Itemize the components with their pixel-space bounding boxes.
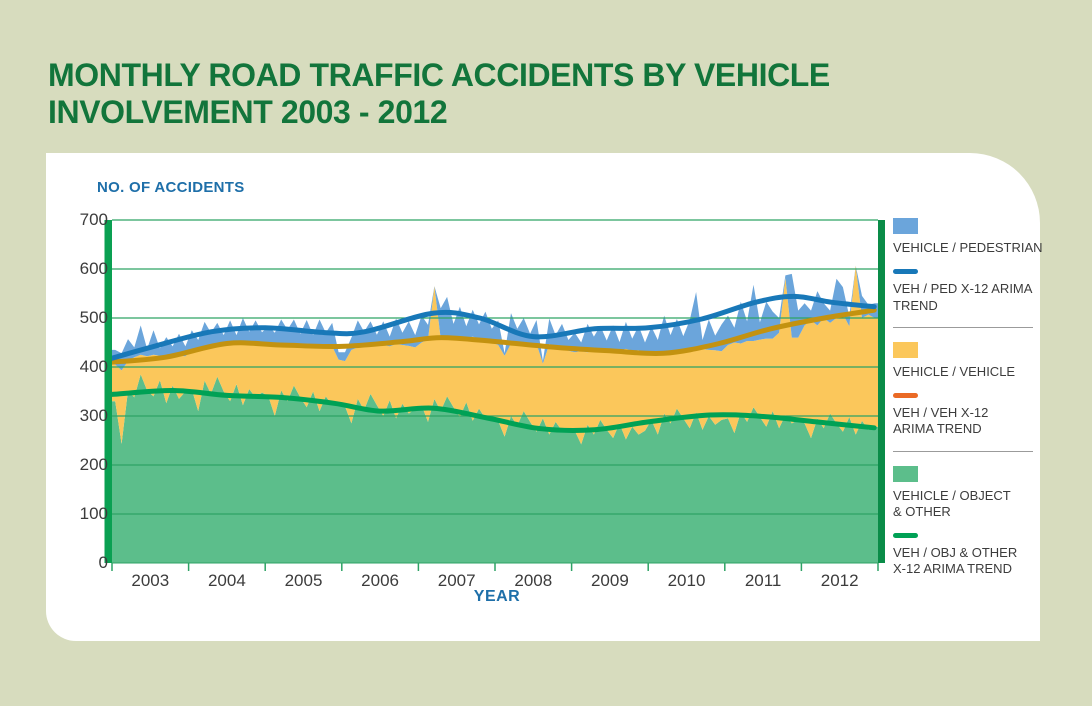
- x-tick-label: 2005: [284, 571, 323, 590]
- legend-swatch-vehicle-vehicle: [893, 341, 918, 358]
- legend-label-vehicle-vehicle: VEHICLE / VEHICLE: [893, 363, 1016, 379]
- y-tick-label: 200: [79, 455, 108, 474]
- x-tick-label: 2010: [667, 571, 706, 590]
- x-axis-title: YEAR: [473, 588, 521, 605]
- x-tick-label: 2004: [207, 571, 246, 590]
- x-tick-label: 2009: [590, 571, 629, 590]
- chart-title: MONTHLY ROAD TRAFFIC ACCIDENTS BY VEHICL…: [48, 57, 948, 131]
- legend-separator: [893, 326, 1033, 328]
- legend-label-veh-ped-trend: VEH / PED X-12 ARIMA TREND: [893, 281, 1033, 313]
- x-tick-label: 2003: [131, 571, 170, 590]
- y-tick-label: 300: [79, 406, 108, 425]
- x-tick-label: 2012: [820, 571, 859, 590]
- y-tick-label: 500: [79, 308, 108, 327]
- legend-swatch-veh-veh-trend: [893, 393, 918, 398]
- y-tick-label: 400: [79, 357, 108, 376]
- y-tick-label: 700: [79, 210, 108, 229]
- x-tick-label: 2006: [361, 571, 399, 590]
- chart-panel: [46, 153, 1040, 641]
- legend-swatch-veh-ped-trend: [893, 269, 918, 275]
- chart-legend: VEHICLE / PEDESTRIAN VEH / PED X-12 ARIM…: [893, 218, 1043, 591]
- y-tick-label: 100: [79, 504, 108, 523]
- legend-label-vehicle-pedestrian: VEHICLE / PEDESTRIAN: [893, 240, 1043, 255]
- legend-separator: [893, 450, 1033, 452]
- title-line-1: MONTHLY ROAD TRAFFIC ACCIDENTS BY VEHICL…: [48, 57, 830, 93]
- y-axis-title: NO. OF ACCIDENTS: [97, 179, 245, 196]
- legend-label-vehicle-object: VEHICLE / OBJECT & OTHER: [893, 487, 1011, 519]
- legend-swatch-vehicle-object: [893, 465, 918, 482]
- x-tick-label: 2011: [744, 571, 782, 590]
- legend-swatch-vehicle-pedestrian: [893, 218, 918, 234]
- title-line-2: INVOLVEMENT 2003 - 2012: [48, 94, 448, 131]
- x-tick-label: 2007: [437, 571, 476, 590]
- y-tick-label: 600: [79, 259, 108, 278]
- legend-label-veh-veh-trend: VEH / VEH X-12 ARIMA TREND: [893, 405, 989, 437]
- legend-label-veh-obj-trend: VEH / OBJ & OTHER X-12 ARIMA TREND: [893, 545, 1018, 577]
- y-tick-label: 0: [98, 553, 108, 572]
- legend-swatch-veh-obj-trend: [893, 533, 918, 538]
- x-tick-label: 2008: [514, 571, 553, 590]
